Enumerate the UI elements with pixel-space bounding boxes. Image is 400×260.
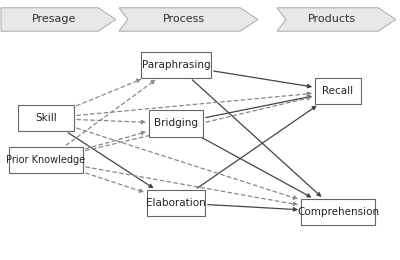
- FancyBboxPatch shape: [141, 52, 211, 78]
- Text: Prior Knowledge: Prior Knowledge: [6, 155, 86, 165]
- FancyBboxPatch shape: [147, 190, 205, 216]
- Polygon shape: [1, 8, 116, 31]
- FancyBboxPatch shape: [9, 147, 83, 173]
- Text: Skill: Skill: [35, 113, 57, 123]
- Text: Process: Process: [163, 15, 205, 24]
- Text: Presage: Presage: [32, 15, 76, 24]
- Text: Products: Products: [308, 15, 356, 24]
- Text: Comprehension: Comprehension: [297, 207, 379, 217]
- FancyBboxPatch shape: [315, 78, 361, 104]
- Polygon shape: [119, 8, 258, 31]
- FancyBboxPatch shape: [18, 105, 74, 131]
- FancyBboxPatch shape: [301, 199, 375, 225]
- Text: Recall: Recall: [322, 86, 354, 96]
- FancyBboxPatch shape: [149, 110, 203, 136]
- Polygon shape: [277, 8, 396, 31]
- Text: Paraphrasing: Paraphrasing: [142, 60, 210, 70]
- Text: Elaboration: Elaboration: [146, 198, 206, 208]
- Text: Bridging: Bridging: [154, 119, 198, 128]
